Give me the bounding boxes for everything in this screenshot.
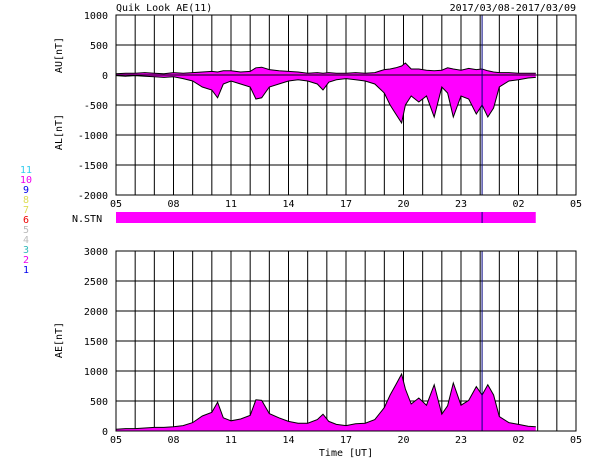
- x-tick-label: 05: [570, 199, 582, 210]
- x-tick-label: 20: [397, 199, 409, 210]
- station-legend-item: 8: [23, 195, 29, 206]
- nstn-bar: [116, 212, 536, 223]
- nstn-bar-group: [116, 212, 536, 223]
- y-tick-label: 500: [90, 41, 108, 52]
- x-axis-label: Time [UT]: [319, 448, 373, 459]
- y-tick-label: -2000: [78, 191, 108, 202]
- y-tick-label: 1500: [84, 337, 108, 348]
- ae-axis-label: AE[nT]: [54, 322, 65, 358]
- station-legend-item: 3: [23, 245, 29, 256]
- x-tick-label: 14: [282, 199, 294, 210]
- series-area-ae: [116, 374, 536, 431]
- series-line-ae: [115, 372, 536, 430]
- y-tick-label: -1000: [78, 131, 108, 142]
- x-tick-label: 11: [225, 199, 237, 210]
- plot-frame: [115, 14, 577, 196]
- station-legend-item: 9: [23, 185, 29, 196]
- y-tick-label: -500: [84, 101, 108, 112]
- nstn-label: N.STN: [72, 214, 102, 225]
- plot-frame: [115, 250, 577, 432]
- x-tick-label: 14: [282, 435, 294, 446]
- y-tick-label: 1000: [84, 367, 108, 378]
- station-legend-item: 2: [23, 255, 29, 266]
- station-legend-item: 5: [23, 225, 29, 236]
- y-tick-label: 0: [102, 427, 108, 438]
- station-legend-item: 4: [23, 235, 29, 246]
- x-tick-label: 23: [455, 199, 467, 210]
- station-legend-item: 11: [20, 165, 32, 176]
- x-tick-label: 23: [455, 435, 467, 446]
- date-range: 2017/03/08-2017/03/09: [450, 3, 576, 14]
- y-tick-label: 2500: [84, 277, 108, 288]
- y-tick-label: -1500: [78, 161, 108, 172]
- x-tick-label: 08: [167, 435, 179, 446]
- chart-title: Quik Look AE(11): [116, 3, 212, 14]
- y-tick-label: 500: [90, 397, 108, 408]
- x-tick-label: 20: [397, 435, 409, 446]
- y-tick-label: 0: [102, 71, 108, 82]
- series-area-al: [116, 75, 536, 123]
- series-area-au: [116, 63, 536, 75]
- series-line-au: [115, 62, 536, 75]
- station-legend-item: 1: [23, 265, 29, 276]
- y-tick-label: 1000: [84, 11, 108, 22]
- au-axis-label: AU[nT]: [54, 37, 65, 73]
- x-tick-label: 02: [512, 435, 524, 446]
- x-tick-label: 17: [340, 199, 352, 210]
- x-tick-label: 17: [340, 435, 352, 446]
- x-tick-label: 08: [167, 199, 179, 210]
- x-tick-label: 02: [512, 199, 524, 210]
- x-tick-label: 05: [110, 435, 122, 446]
- station-legend-item: 10: [20, 175, 32, 186]
- x-tick-label: 05: [570, 435, 582, 446]
- x-tick-label: 05: [110, 199, 122, 210]
- y-tick-label: 3000: [84, 247, 108, 258]
- y-tick-label: 2000: [84, 307, 108, 318]
- station-legend-item: 6: [23, 215, 29, 226]
- al-axis-label: AL[nT]: [54, 114, 65, 150]
- series-line-al: [115, 75, 536, 125]
- station-legend-item: 7: [23, 205, 29, 216]
- x-tick-label: 11: [225, 435, 237, 446]
